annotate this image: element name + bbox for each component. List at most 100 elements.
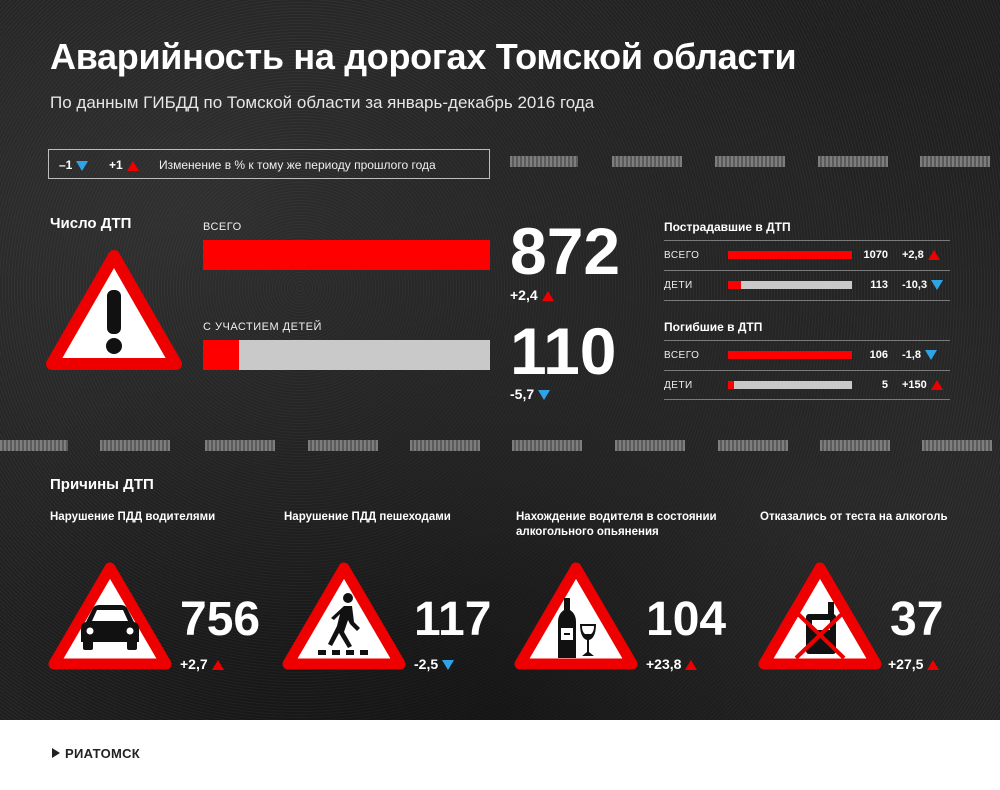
cause-change-test-refusal-text: +27,5 [888, 656, 924, 672]
down-arrow-icon [538, 390, 551, 401]
up-arrow-icon [927, 250, 940, 261]
injured-total-change-text: +2,8 [902, 249, 924, 261]
killed-total-label: всего [664, 350, 700, 361]
divider [664, 270, 950, 271]
injured-total-bar [728, 251, 852, 259]
cause-value-drivers: 756 [180, 593, 261, 646]
up-arrow-icon [211, 660, 224, 671]
cause-value-alcohol: 104 [646, 593, 727, 646]
logo[interactable]: РИАТОМСК [50, 746, 140, 761]
injured-children-value: 113 [870, 279, 888, 291]
killed-total-bar-fill [728, 351, 852, 359]
warning-sign-icon [46, 250, 182, 370]
accidents-total-label: всего [203, 221, 242, 233]
road-marking [615, 440, 685, 451]
cause-change-test-refusal: +27,5 [888, 656, 940, 672]
up-arrow-icon [930, 380, 943, 391]
footer: РИАТОМСК [0, 720, 1000, 790]
accidents-total-value: 872 [510, 214, 621, 288]
accidents-total-change: +2,4 [510, 287, 554, 303]
road-marking [920, 156, 990, 167]
injured-children-change-text: -10,3 [902, 279, 928, 291]
cause-title-test-refusal: Отказались от теста на алкоголь [760, 511, 948, 523]
legend-text: Изменение в % к тому же периоду прошлого… [159, 158, 436, 172]
legend-box: –1 +1 Изменение в % к тому же периоду пр… [48, 149, 490, 179]
road-marking [205, 440, 275, 451]
killed-children-bar-fill [728, 381, 734, 389]
killed-total-change: -1,8 [902, 349, 937, 361]
legend-minus: –1 [59, 158, 89, 172]
road-marking [512, 440, 582, 451]
killed-children-bar [728, 381, 852, 389]
accidents-total-bar [203, 240, 490, 270]
road-marking [0, 440, 68, 451]
cause-change-pedestrians-text: -2,5 [414, 656, 439, 672]
cause-value-pedestrians: 117 [414, 593, 492, 646]
page-title: Аварийность на дорогах Томской области [50, 36, 797, 77]
killed-children-change: +150 [902, 379, 943, 391]
accidents-children-label: с участием детей [203, 321, 322, 333]
no-test-icon [758, 562, 882, 670]
pedestrian-icon [282, 562, 406, 670]
accidents-total-change-text: +2,4 [510, 287, 538, 303]
car-icon [48, 562, 172, 670]
page-subtitle: По данным ГИБДД по Томской области за ян… [50, 93, 595, 112]
road-marking [820, 440, 890, 451]
road-marking [100, 440, 170, 451]
injured-children-change: -10,3 [902, 279, 944, 291]
accidents-total-bar-fill [203, 240, 490, 270]
injured-total-change: +2,8 [902, 249, 940, 261]
accidents-label: Число ДТП [50, 215, 132, 232]
cause-change-drivers: +2,7 [180, 656, 224, 672]
killed-children-value: 5 [881, 379, 888, 391]
injured-total-value: 1070 [863, 249, 888, 261]
killed-children-change-text: +150 [902, 379, 927, 391]
legend-plus: +1 [109, 158, 139, 172]
cause-title-drivers: Нарушение ПДД водителями [50, 511, 216, 523]
logo-icon [52, 748, 60, 758]
road-marking [308, 440, 378, 451]
road-marking [818, 156, 888, 167]
accidents-children-value: 110 [510, 314, 617, 388]
legend-plus-label: +1 [109, 158, 123, 172]
road-marking [718, 440, 788, 451]
killed-total-bar [728, 351, 852, 359]
road-marking [612, 156, 682, 167]
injured-total-bar-fill [728, 251, 852, 259]
road-marking [410, 440, 480, 451]
killed-children-label: дети [664, 380, 693, 391]
infographic-board: Аварийность на дорогах Томской области П… [0, 0, 1000, 720]
accidents-children-change: -5,7 [510, 386, 551, 402]
injured-children-bar [728, 281, 852, 289]
road-marking [510, 156, 578, 167]
cause-title-pedestrians: Нарушение ПДД пешеходами [284, 511, 451, 523]
up-arrow-icon [541, 291, 554, 302]
cause-title-alcohol: Нахождение водителя в состоянии алкоголь… [516, 511, 717, 538]
road-marking [922, 440, 992, 451]
causes-label: Причины ДТП [50, 476, 154, 493]
killed-total-change-text: -1,8 [902, 349, 921, 361]
injured-title: Пострадавшие в ДТП [664, 220, 791, 234]
logo-text: РИАТОМСК [65, 746, 141, 761]
accidents-children-bar [203, 340, 490, 370]
down-arrow-icon [76, 160, 89, 171]
legend-minus-label: –1 [59, 158, 73, 172]
cause-value-test-refusal: 37 [890, 593, 944, 646]
alcohol-icon [514, 562, 638, 670]
cause-change-alcohol: +23,8 [646, 656, 698, 672]
divider [664, 370, 950, 371]
divider [664, 340, 950, 341]
injured-total-label: всего [664, 250, 700, 261]
divider [664, 240, 950, 241]
up-arrow-icon [685, 660, 698, 671]
cause-change-drivers-text: +2,7 [180, 656, 208, 672]
cause-change-pedestrians: -2,5 [414, 656, 455, 672]
down-arrow-icon [442, 660, 455, 671]
down-arrow-icon [931, 280, 944, 291]
killed-total-value: 106 [869, 349, 888, 361]
road-marking [715, 156, 785, 167]
divider [664, 399, 950, 400]
divider [664, 300, 950, 301]
injured-children-label: дети [664, 280, 693, 291]
killed-title: Погибшие в ДТП [664, 320, 763, 334]
